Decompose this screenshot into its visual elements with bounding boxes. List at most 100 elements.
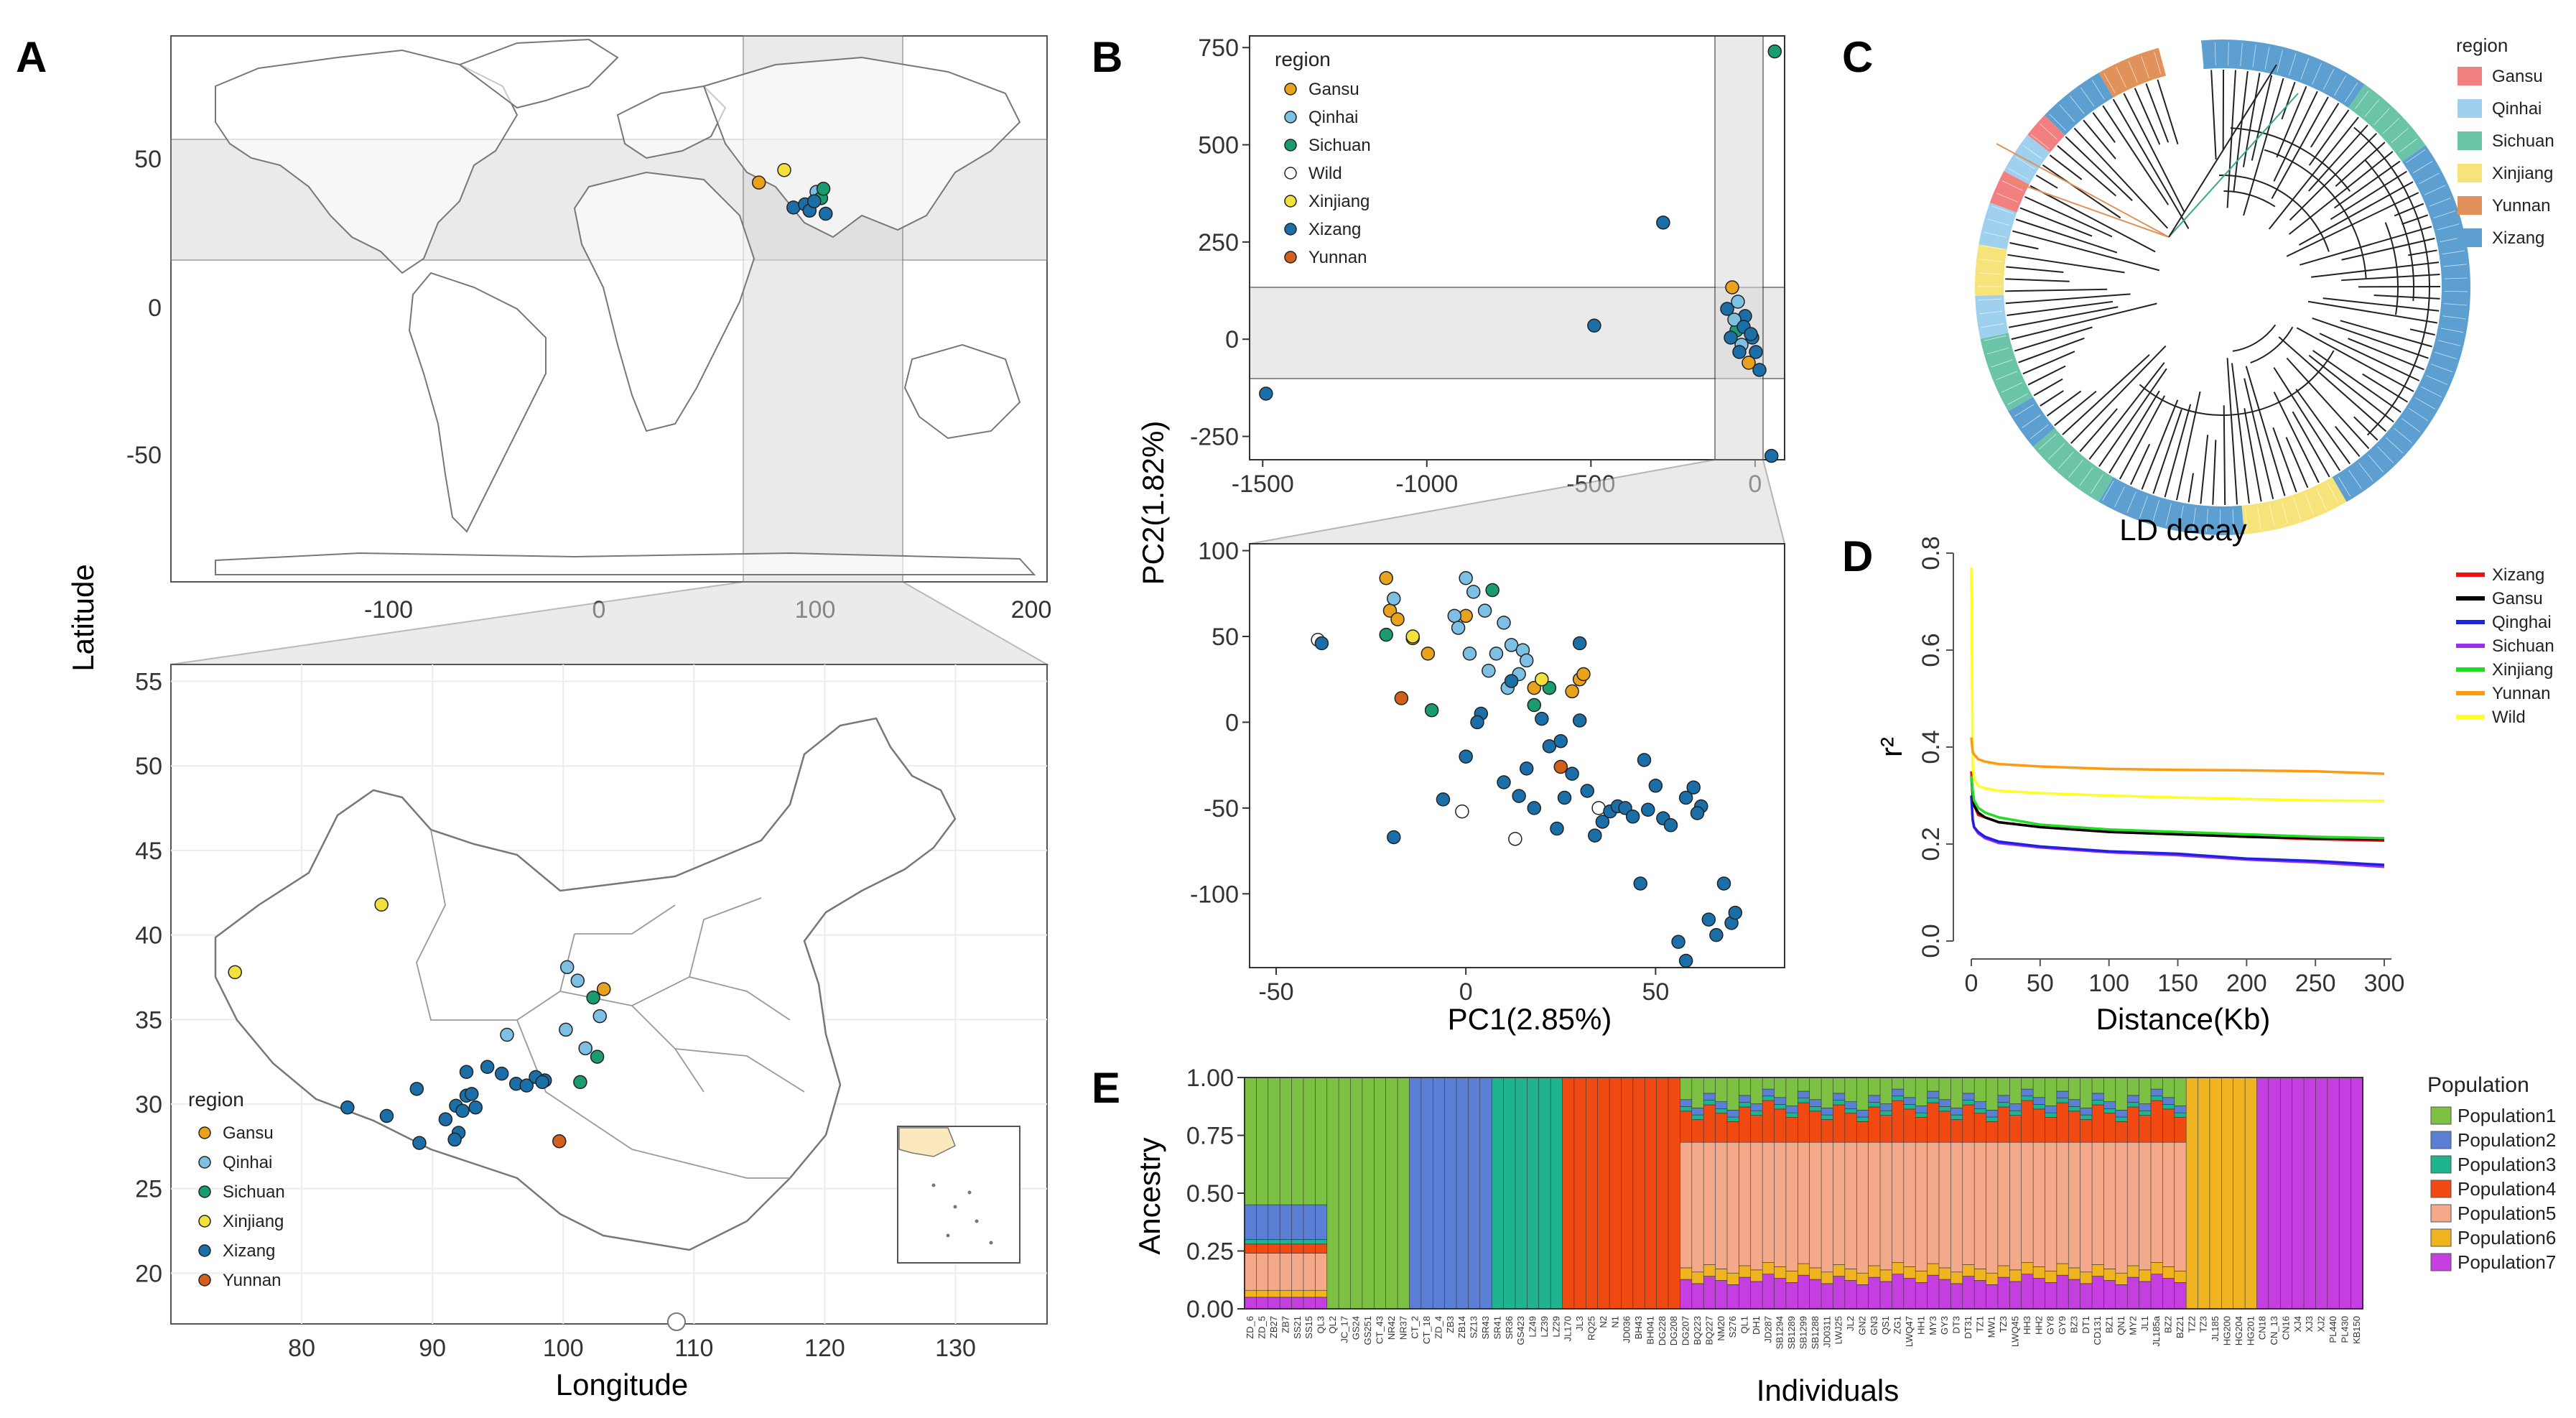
tree-tip-label bbox=[2008, 168, 2029, 180]
pca-top-y-tick: 500 bbox=[1198, 132, 1239, 159]
legend-a-swatch-sichuan bbox=[198, 1185, 211, 1198]
ancestry-bar-segment bbox=[2150, 1274, 2163, 1310]
point-gansu bbox=[1390, 612, 1405, 626]
point-qinhai bbox=[559, 960, 575, 975]
ancestry-sample-label: SB1299 bbox=[1798, 1316, 1809, 1349]
ancestry-bar-segment bbox=[1856, 1141, 1869, 1274]
legend-e-label: Population5 bbox=[2458, 1202, 2556, 1224]
tree-branch bbox=[2286, 357, 2370, 450]
tree-tip-label bbox=[1996, 193, 2018, 203]
china-points bbox=[228, 897, 611, 1150]
ancestry-bar-segment bbox=[2056, 1098, 2069, 1103]
ancestry-bar-segment bbox=[2221, 1077, 2234, 1310]
ancestry-bar-segment bbox=[1750, 1110, 1763, 1116]
tree-tip-label bbox=[2152, 500, 2160, 522]
ancestry-bar-segment bbox=[1726, 1110, 1739, 1118]
ancestry-bar-segment bbox=[1291, 1239, 1304, 1245]
ancestry-bar-segment bbox=[1715, 1269, 1728, 1281]
point-xizang bbox=[1504, 674, 1519, 688]
tree-tip-label bbox=[2139, 496, 2148, 518]
ancestry-bar-segment bbox=[1938, 1267, 1951, 1280]
world-point bbox=[777, 162, 791, 177]
ancestry-bar-segment bbox=[1350, 1077, 1363, 1310]
tree-tip-label bbox=[1978, 272, 2001, 275]
ancestry-bar-segment bbox=[1774, 1278, 1787, 1310]
point-xizang bbox=[468, 1100, 483, 1115]
ancestry-bar-segment bbox=[1785, 1117, 1798, 1143]
tree-branch bbox=[2015, 218, 2118, 254]
point-qinhai bbox=[1466, 585, 1481, 599]
point-xizang bbox=[1671, 935, 1685, 949]
ancestry-bar-segment bbox=[2056, 1141, 2069, 1264]
ancestry-bar-segment bbox=[1303, 1239, 1316, 1245]
ancestry-bar-segment bbox=[1821, 1271, 1834, 1284]
ancestry-bar-segment bbox=[1680, 1099, 1693, 1107]
ancestry-bar-segment bbox=[2032, 1266, 2046, 1279]
point-xizang bbox=[1701, 912, 1716, 927]
inset-islands bbox=[931, 1183, 993, 1245]
tree-tip-label bbox=[1991, 359, 2013, 368]
tree-tip-label bbox=[2228, 42, 2229, 66]
ancestry-bar-segment bbox=[1680, 1106, 1693, 1112]
ancestry-bar-segment bbox=[2021, 1100, 2034, 1143]
ancestry-bar-segment bbox=[1715, 1108, 1728, 1114]
tree-branch bbox=[2022, 351, 2075, 375]
point-qinhai bbox=[1477, 603, 1492, 618]
legend-c-swatch-xizang bbox=[2458, 228, 2482, 247]
ancestry-bar-segment bbox=[1668, 1077, 1681, 1310]
ancestry-bar-segment bbox=[2150, 1077, 2163, 1090]
ancestry-bar-segment bbox=[1691, 1077, 1704, 1108]
ancestry-bar-segment bbox=[2126, 1102, 2140, 1108]
ancestry-sample-label: ZG1 bbox=[1892, 1316, 1903, 1334]
ancestry-sample-label: GY3 bbox=[1939, 1316, 1950, 1335]
world-y-axis: 50 0 -50 bbox=[126, 146, 162, 469]
legend-a: region Gansu Qinhai Sichuan Xinjiang Xizang Yu… bbox=[188, 1088, 285, 1290]
ld-x-tick: 200 bbox=[2226, 970, 2267, 997]
tree-branch bbox=[2152, 409, 2182, 494]
ancestry-sample-label: SB1294 bbox=[1775, 1316, 1785, 1349]
ancestry-sample-label: MW1 bbox=[1986, 1316, 1997, 1338]
tree-branch bbox=[2062, 354, 2150, 435]
ancestry-bar-segment bbox=[1326, 1077, 1339, 1310]
point-xizang bbox=[1557, 790, 1572, 805]
ancestry-bar-segment bbox=[2032, 1104, 2046, 1110]
ld-x-tick: 150 bbox=[2157, 970, 2198, 997]
ancestry-sample-label: BZ1 bbox=[2104, 1316, 2115, 1333]
ld-line-wild bbox=[1970, 567, 2385, 802]
legend-c-label: Xizang bbox=[2492, 228, 2544, 248]
legend-e-swatch-population1 bbox=[2430, 1106, 2452, 1125]
tree-branch bbox=[2311, 261, 2440, 278]
pca-bottom-x-tick: 50 bbox=[1642, 978, 1669, 1006]
ancestry-bar-segment bbox=[1809, 1111, 1822, 1143]
ancestry-bar-segment bbox=[2032, 1108, 2046, 1143]
point-qinhai bbox=[1447, 608, 1462, 624]
ancestry-bar-segment bbox=[1950, 1114, 1963, 1120]
ancestry-bar-segment bbox=[1892, 1141, 1905, 1263]
legend-d-label: Sichuan bbox=[2492, 636, 2554, 656]
panel-e: 1.00 0.75 0.50 0.25 0.00 ZD_6 ZD_5 ZB27 ZB7 SS21… bbox=[1133, 1065, 2556, 1407]
point-qinhai bbox=[578, 1041, 592, 1056]
ancestry-bar-segment bbox=[1798, 1090, 1810, 1098]
ancestry-sample-label: LWQ45 bbox=[2010, 1316, 2021, 1347]
tree-branch bbox=[2322, 297, 2440, 312]
ancestry-bar-segment bbox=[2185, 1077, 2199, 1310]
ancestry-bar-segment bbox=[1785, 1106, 1798, 1113]
ancestry-sample-label: SR43 bbox=[1480, 1316, 1491, 1340]
china-y-axis: 55 50 45 40 35 30 25 20 bbox=[135, 669, 162, 1288]
axis-label-longitude: Longitude bbox=[556, 1368, 689, 1401]
pca-top-cluster-point bbox=[1720, 302, 1734, 316]
point-xizang bbox=[1648, 779, 1663, 793]
ancestry-sample-label: HG204 bbox=[2233, 1316, 2244, 1345]
ancestry-bar-segment bbox=[2009, 1077, 2022, 1104]
pca-bottom-y-tick: -50 bbox=[1204, 795, 1239, 822]
ancestry-bar-segment bbox=[1892, 1088, 1905, 1097]
point-xizang bbox=[1588, 828, 1602, 843]
ancestry-bars bbox=[1244, 1077, 2363, 1310]
pca-bottom-axes: -50 0 50 100 50 0 -50 -100 bbox=[1190, 538, 1669, 1006]
ancestry-bar-segment bbox=[2162, 1108, 2175, 1143]
ancestry-bar-segment bbox=[1315, 1289, 1328, 1298]
tree-branch bbox=[2029, 185, 2156, 253]
ancestry-bar-segment bbox=[2009, 1103, 2022, 1111]
ancestry-bar-segment bbox=[2056, 1274, 2069, 1310]
ancestry-sample-label: XJ2 bbox=[2316, 1316, 2327, 1332]
